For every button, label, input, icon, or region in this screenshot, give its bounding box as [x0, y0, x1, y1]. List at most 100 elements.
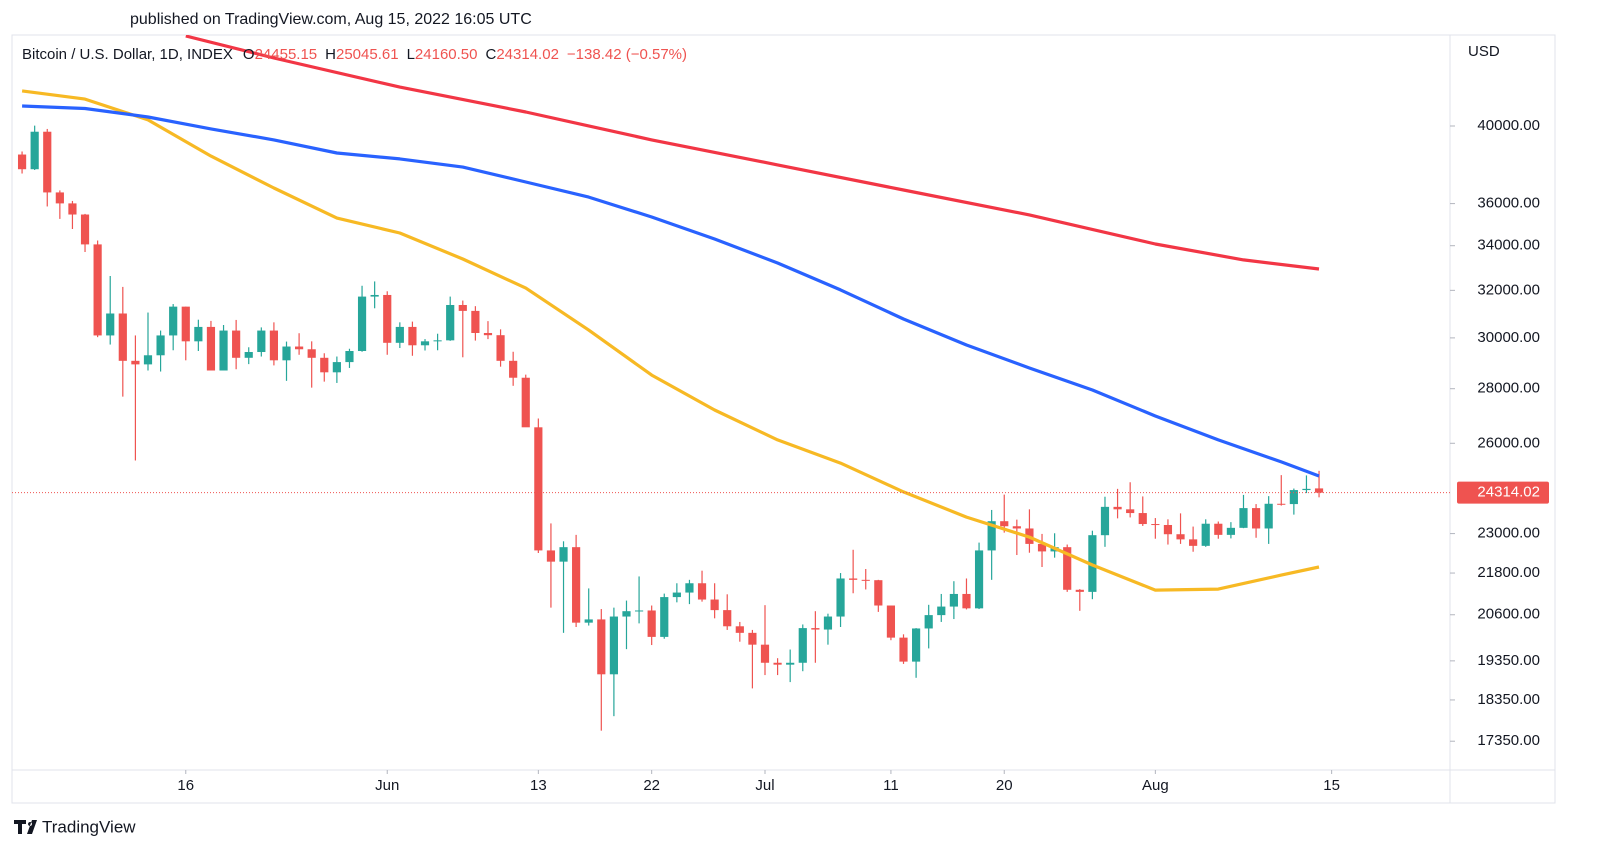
y-tick-label: 28000.00 — [1477, 380, 1540, 397]
candle-body — [735, 626, 744, 633]
ohlc-value: 24160.50 — [415, 46, 478, 63]
candle-body — [1302, 488, 1311, 491]
y-tick-label: 34000.00 — [1477, 237, 1540, 254]
candle-body — [118, 313, 127, 361]
candle-body — [886, 605, 896, 638]
candle-body — [1239, 508, 1248, 528]
y-tick-label: 36000.00 — [1477, 195, 1540, 212]
candle-body — [181, 306, 190, 342]
candle-body — [143, 355, 153, 365]
candle-body — [509, 360, 518, 378]
candle-body — [1113, 506, 1122, 510]
x-tick-label: 22 — [643, 777, 660, 794]
x-tick-label: 15 — [1323, 777, 1340, 794]
y-tick-label: 32000.00 — [1477, 281, 1540, 298]
candle-body — [521, 377, 530, 428]
candle-body — [1189, 539, 1198, 546]
legend: Bitcoin / U.S. Dollar, 1D, INDEX O24455.1… — [22, 46, 687, 63]
candle-body — [106, 313, 115, 336]
candle-body — [1176, 534, 1185, 540]
candle-body — [257, 330, 266, 353]
candle-body — [622, 611, 631, 617]
candle-body — [1226, 527, 1235, 535]
x-tick-label: 13 — [530, 777, 547, 794]
candle-body — [912, 628, 921, 662]
candle-body — [244, 352, 253, 358]
currency: USD — [1468, 43, 1500, 60]
candle-body — [408, 326, 417, 346]
candle-body — [420, 341, 430, 346]
candle-body — [660, 597, 669, 637]
ohlc-key: C — [486, 46, 497, 63]
candle-body — [823, 616, 833, 630]
candle-body — [1000, 521, 1009, 527]
candle-body — [219, 330, 228, 371]
candle-body — [1163, 524, 1173, 535]
ohlc-key: H — [325, 46, 336, 63]
candle-body — [307, 349, 316, 358]
candle-body — [647, 610, 656, 637]
candle-body — [723, 610, 732, 627]
candle-body — [370, 294, 379, 297]
candle-body — [1100, 506, 1110, 536]
candle-body — [55, 192, 64, 204]
candle-body — [206, 326, 216, 371]
candle-body — [861, 579, 870, 581]
candle-body — [1151, 524, 1160, 526]
candle-body — [68, 203, 77, 215]
candle-body — [949, 593, 958, 607]
candle-body — [1012, 526, 1021, 529]
y-tick-label: 26000.00 — [1477, 434, 1540, 451]
candle-body — [131, 360, 140, 365]
x-tick-label: Aug — [1142, 777, 1169, 794]
candle-body — [1075, 589, 1084, 592]
x-tick-label: 11 — [883, 777, 899, 794]
candle-body — [987, 521, 996, 551]
y-tick-label: 20600.00 — [1477, 606, 1540, 623]
candle-body — [1214, 523, 1223, 535]
moving-average-line — [22, 104, 1320, 478]
candle-body — [357, 296, 367, 352]
candle-body — [584, 619, 593, 623]
tradingview-logo — [14, 820, 37, 834]
candle-body — [798, 628, 807, 663]
candle-body — [169, 306, 178, 336]
candle-body — [748, 632, 757, 645]
candle-body — [1138, 513, 1147, 525]
candle-body — [773, 662, 782, 665]
y-tick-label: 17350.00 — [1477, 732, 1540, 749]
candle-body — [232, 330, 241, 358]
candle-body — [962, 593, 971, 609]
candle-body — [446, 304, 455, 341]
candle-body — [836, 578, 845, 617]
candle-body — [93, 244, 102, 336]
candle-body — [332, 362, 341, 373]
x-tick-label: Jul — [755, 777, 774, 794]
candle-body — [1201, 523, 1210, 546]
ohlc-values: O24455.15 H25045.61 L24160.50 C24314.02 — [243, 46, 559, 63]
candle-body — [559, 547, 568, 562]
ohlc-key: L — [407, 46, 415, 63]
candle-body — [924, 615, 933, 629]
candle-body — [80, 214, 90, 245]
candle-body — [534, 427, 543, 551]
candle-body — [672, 592, 681, 598]
y-tick-label: 18350.00 — [1477, 691, 1540, 708]
candle-body — [1314, 488, 1324, 493]
last-price-label: 24314.02 — [1477, 484, 1540, 501]
ohlc-key: O — [243, 46, 255, 63]
candle-body — [345, 351, 354, 363]
candle-body — [269, 330, 279, 361]
y-tick-label: 30000.00 — [1477, 329, 1540, 346]
candle-body — [395, 326, 404, 343]
candle-body — [685, 583, 694, 593]
candle-body — [634, 610, 644, 612]
candle-body — [1063, 547, 1072, 590]
x-tick-label: Jun — [375, 777, 399, 794]
candle-body — [471, 310, 480, 333]
candle-body — [899, 637, 908, 662]
candle-body — [282, 346, 291, 361]
y-tick-label: 40000.00 — [1477, 117, 1540, 134]
moving-average-line — [185, 35, 1320, 271]
